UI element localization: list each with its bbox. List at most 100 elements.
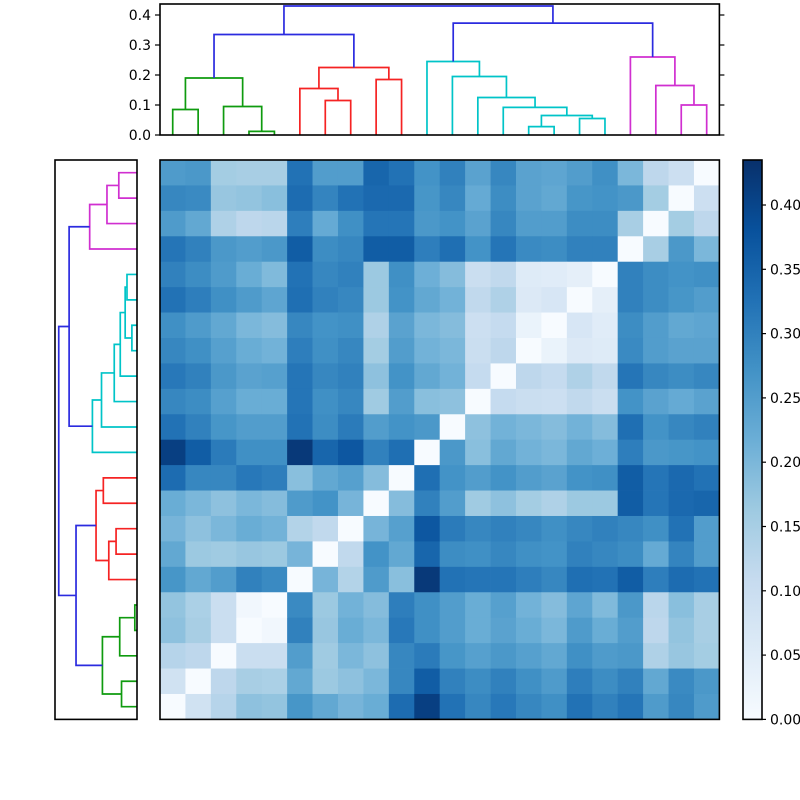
- heatmap-cell: [261, 541, 288, 568]
- heatmap-cell: [261, 515, 288, 542]
- heatmap-cell: [643, 261, 669, 288]
- heatmap-cell: [439, 388, 466, 415]
- heatmap-cell: [287, 439, 313, 466]
- heatmap-cell: [261, 236, 288, 263]
- heatmap-cell: [566, 261, 593, 288]
- heatmap-cell: [566, 312, 593, 339]
- heatmap-cell: [643, 312, 669, 339]
- heatmap-cell: [515, 261, 542, 288]
- heatmap-cell: [363, 617, 390, 644]
- left-dendrogram-link: [115, 527, 137, 555]
- heatmap-cell: [185, 261, 212, 288]
- heatmap-cell: [515, 617, 542, 644]
- top-axis-tick-label: 0.4: [129, 8, 151, 24]
- left-dendrogram-link: [126, 273, 137, 301]
- heatmap-cell: [210, 490, 237, 517]
- heatmap-cell: [668, 541, 695, 568]
- heatmap-cell: [439, 363, 466, 390]
- heatmap-cell: [643, 541, 669, 568]
- heatmap-cell: [643, 388, 669, 415]
- heatmap-cell: [160, 439, 186, 466]
- top-dendrogram-link: [680, 104, 708, 135]
- heatmap-cell: [414, 515, 441, 542]
- heatmap-cell: [439, 287, 466, 313]
- heatmap-cell: [210, 160, 237, 186]
- heatmap-cell: [566, 566, 593, 593]
- heatmap-cell: [261, 592, 288, 619]
- heatmap-cell: [592, 185, 619, 212]
- heatmap-cell: [541, 160, 568, 186]
- heatmap-cell: [465, 312, 491, 339]
- heatmap-cell: [312, 210, 339, 237]
- heatmap-cell: [261, 643, 288, 669]
- heatmap-cell: [210, 236, 237, 263]
- heatmap-cell: [388, 160, 415, 186]
- heatmap-cell: [439, 592, 466, 619]
- heatmap-cell: [515, 414, 542, 441]
- heatmap-cell: [388, 287, 415, 313]
- heatmap-cell: [185, 210, 212, 237]
- heatmap-cell: [363, 693, 390, 720]
- heatmap-cell: [693, 465, 720, 491]
- heatmap-cell: [668, 668, 695, 695]
- heatmap-cell: [439, 643, 466, 669]
- heatmap-cell: [236, 515, 263, 542]
- heatmap-cell: [643, 287, 669, 313]
- heatmap-cell: [210, 414, 237, 441]
- heatmap-cell: [617, 388, 644, 415]
- heatmap-cell: [541, 490, 568, 517]
- heatmap-cell: [617, 643, 644, 669]
- heatmap-cell: [236, 490, 263, 517]
- heatmap-cell: [414, 312, 441, 339]
- heatmap-cell: [566, 515, 593, 542]
- heatmap-cell: [541, 414, 568, 441]
- heatmap-cell: [490, 312, 517, 339]
- heatmap-cell: [388, 439, 415, 466]
- heatmap-cell: [236, 592, 263, 619]
- heatmap-cell: [287, 210, 313, 237]
- heatmap-cell: [617, 541, 644, 568]
- top-dendrogram-link: [629, 56, 676, 135]
- heatmap-cell: [388, 693, 415, 720]
- heatmap-cell: [515, 236, 542, 263]
- heatmap-cell: [160, 490, 186, 517]
- heatmap-cell: [490, 643, 517, 669]
- heatmap-cell: [465, 668, 491, 695]
- heatmap-cell: [185, 312, 212, 339]
- heatmap-cell: [515, 312, 542, 339]
- heatmap-cell: [693, 668, 720, 695]
- heatmap-cell: [617, 312, 644, 339]
- heatmap-cell: [490, 592, 517, 619]
- heatmap-cell: [668, 592, 695, 619]
- heatmap-cell: [388, 210, 415, 237]
- heatmap-cell: [414, 617, 441, 644]
- heatmap-cell: [210, 439, 237, 466]
- colorbar-tick-label: 0.15: [770, 519, 800, 535]
- top-dendrogram-frame: [159, 3, 721, 136]
- heatmap-cell: [312, 337, 339, 364]
- heatmap-cell: [261, 566, 288, 593]
- heatmap-cell: [592, 388, 619, 415]
- heatmap-cell: [643, 160, 669, 186]
- heatmap-cell: [337, 541, 364, 568]
- heatmap-cell: [312, 439, 339, 466]
- heatmap-cell: [312, 388, 339, 415]
- heatmap-cell: [287, 160, 313, 186]
- heatmap-cell: [414, 566, 441, 593]
- heatmap-cell: [236, 261, 263, 288]
- heatmap-cell: [566, 693, 593, 720]
- heatmap-cell: [465, 236, 491, 263]
- heatmap-cell: [490, 465, 517, 491]
- heatmap-cell: [261, 668, 288, 695]
- heatmap-cell: [414, 414, 441, 441]
- left-dendrogram-link: [100, 372, 137, 428]
- heatmap-cell: [414, 592, 441, 619]
- heatmap-cell: [363, 643, 390, 669]
- heatmap-cell: [643, 693, 669, 720]
- heatmap-cell: [693, 388, 720, 415]
- heatmap-cell: [465, 465, 491, 491]
- heatmap-cell: [668, 236, 695, 263]
- heatmap-cell: [312, 490, 339, 517]
- heatmap-cell: [693, 693, 720, 720]
- top-dendrogram-link: [171, 108, 199, 135]
